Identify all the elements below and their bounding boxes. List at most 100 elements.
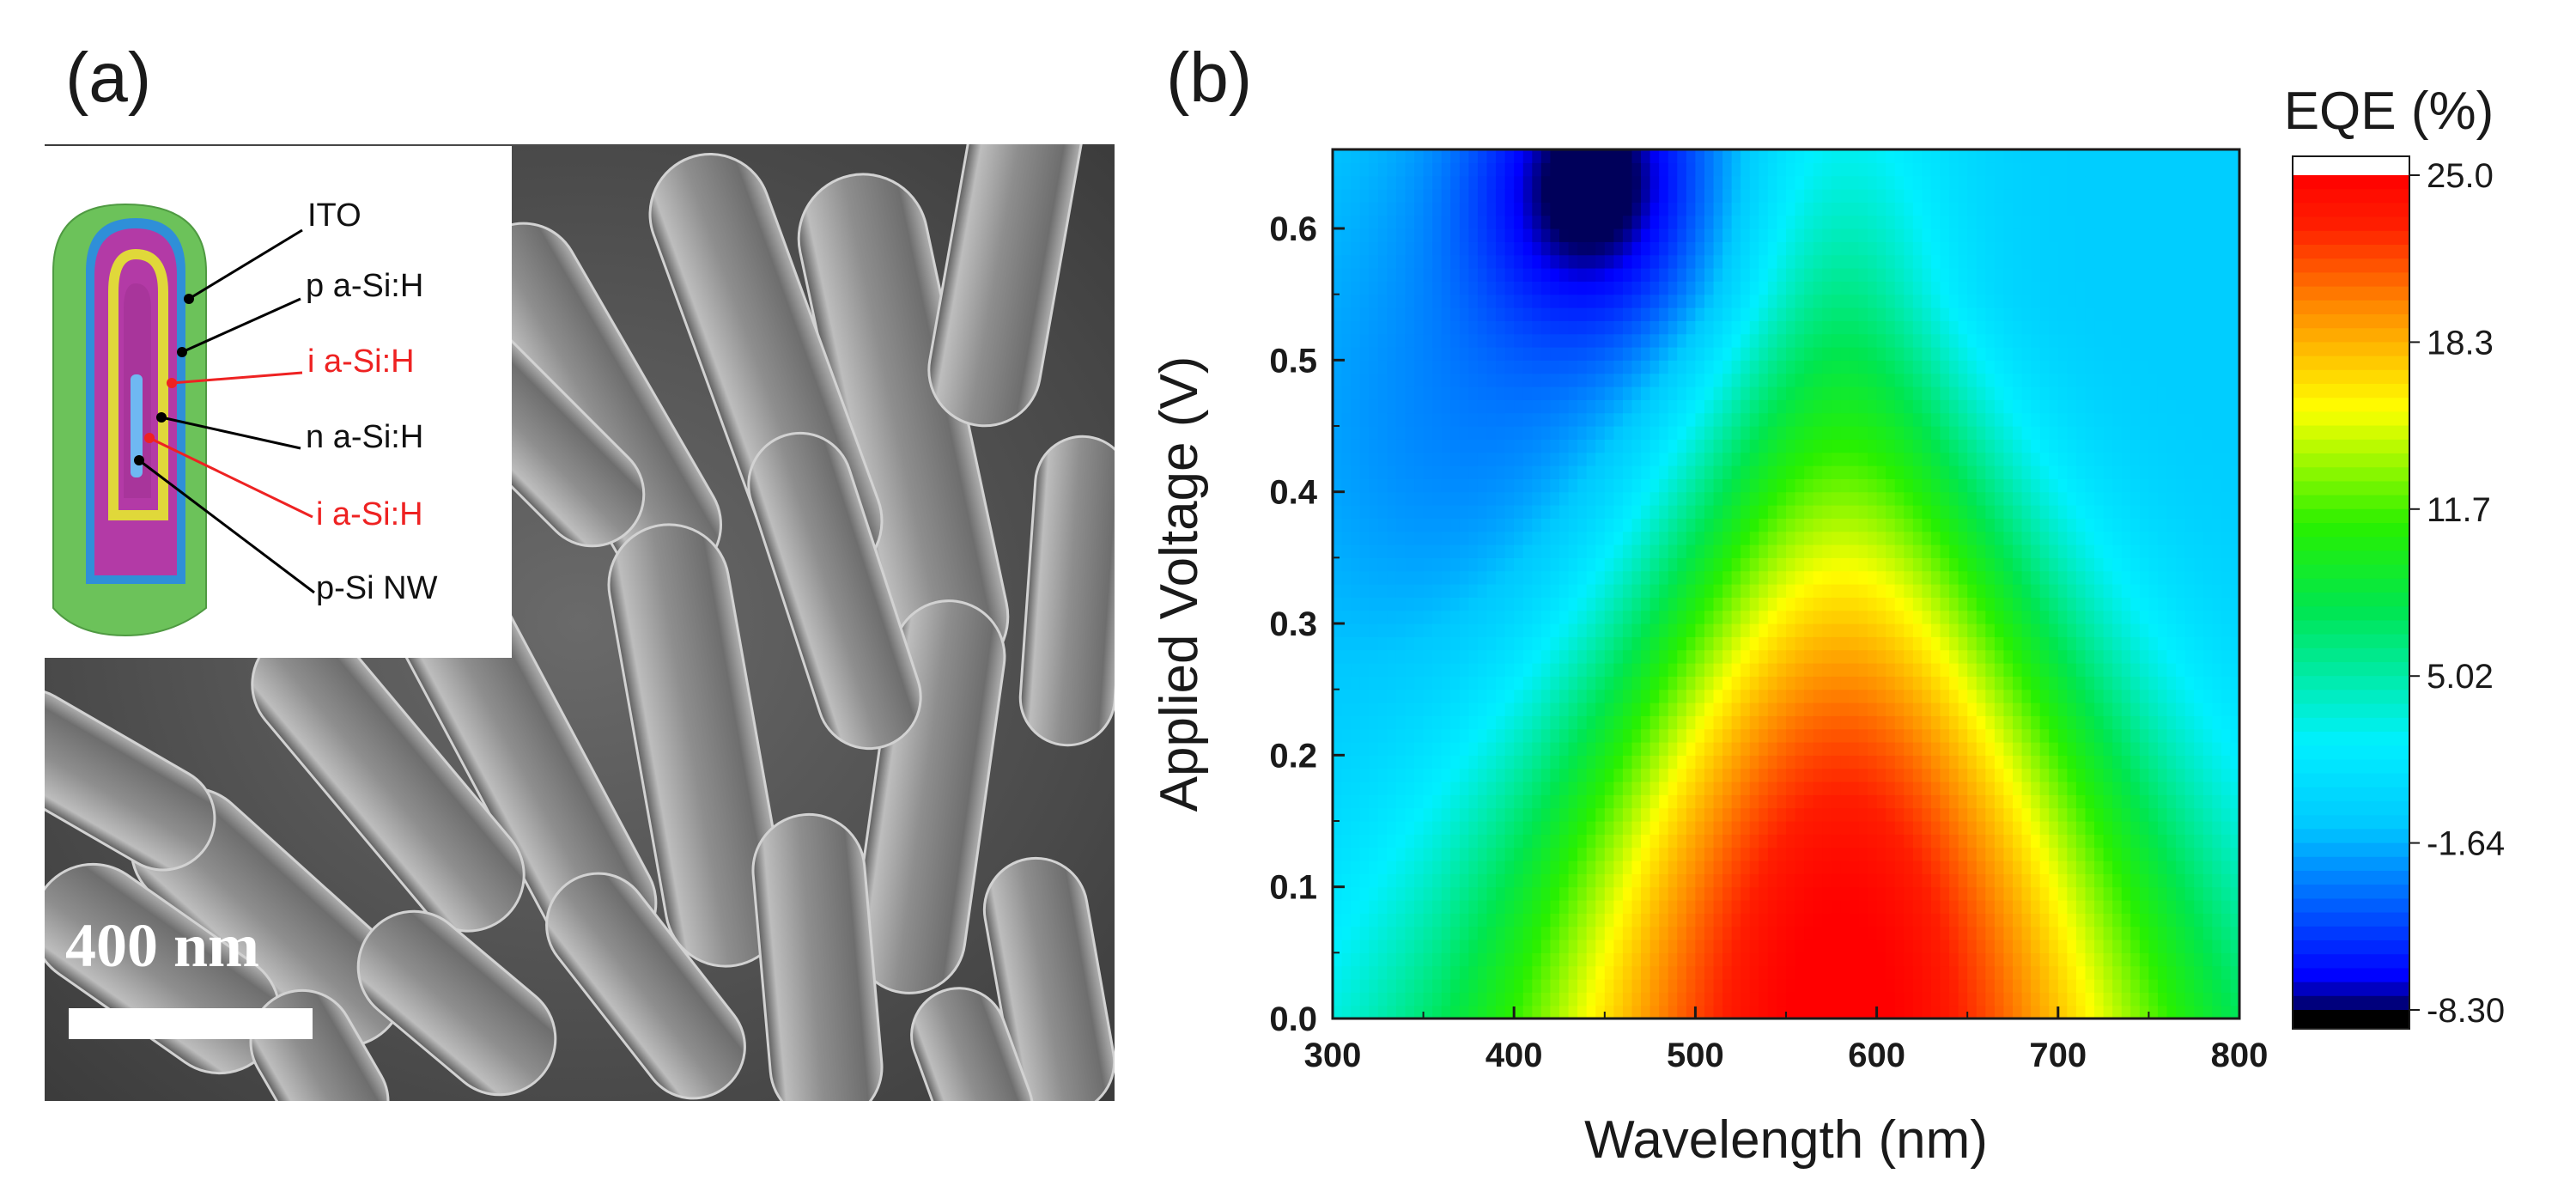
heat-cell xyxy=(1722,268,1733,282)
heat-cell xyxy=(1722,333,1733,348)
heat-cell xyxy=(1786,307,1796,321)
heat-cell xyxy=(1514,715,1524,730)
heat-cell xyxy=(1468,979,1479,993)
heat-cell xyxy=(1677,347,1687,361)
heat-cell xyxy=(1722,676,1733,690)
heat-cell xyxy=(1341,386,1352,400)
heat-cell xyxy=(1333,755,1343,769)
heat-cell xyxy=(1333,254,1343,269)
heat-cell xyxy=(1967,162,1978,177)
heat-cell xyxy=(1831,781,1841,795)
heat-cell xyxy=(1795,281,1805,295)
heat-cell xyxy=(1904,992,1914,1006)
heat-cell xyxy=(1786,860,1796,874)
heat-cell xyxy=(1333,162,1343,177)
heat-cell xyxy=(1912,952,1923,967)
heat-cell xyxy=(1387,689,1397,703)
heat-cell xyxy=(1894,557,1905,572)
heat-cell xyxy=(1369,570,1379,585)
heat-cell xyxy=(1649,241,1660,256)
heat-cell xyxy=(1586,412,1596,427)
heat-cell xyxy=(1496,913,1506,927)
heat-cell xyxy=(1868,623,1878,637)
heat-cell xyxy=(1786,913,1796,927)
heat-cell xyxy=(1786,149,1796,163)
heat-cell xyxy=(1540,847,1552,861)
heat-cell xyxy=(1423,979,1433,993)
heat-cell xyxy=(1804,610,1814,624)
heat-cell xyxy=(1395,531,1406,545)
heat-cell xyxy=(1387,610,1397,624)
heat-cell xyxy=(1695,478,1705,493)
heat-cell xyxy=(1668,663,1678,677)
heat-cell xyxy=(1559,768,1570,782)
heat-cell xyxy=(1359,992,1370,1006)
heat-cell xyxy=(2003,189,2014,203)
heat-cell xyxy=(1949,268,1959,282)
heat-cell xyxy=(1641,557,1651,572)
heat-cell xyxy=(1631,952,1642,967)
heat-cell xyxy=(1795,228,1805,242)
heat-cell xyxy=(1849,689,1860,703)
heat-cell xyxy=(1359,505,1370,519)
heat-cell xyxy=(1958,268,1968,282)
heat-cell xyxy=(1613,399,1624,414)
heat-cell xyxy=(1813,926,1823,940)
heat-cell xyxy=(1786,992,1796,1006)
heat-cell xyxy=(1904,636,1914,651)
heat-cell xyxy=(1922,531,1932,545)
heat-cell xyxy=(1514,281,1524,295)
heat-cell xyxy=(1577,768,1588,782)
heat-cell xyxy=(1868,584,1878,598)
heat-cell xyxy=(1777,900,1787,914)
heat-cell xyxy=(1777,491,1787,506)
heat-cell xyxy=(1359,1005,1370,1019)
heat-cell xyxy=(1849,636,1860,651)
heat-cell xyxy=(1777,347,1787,361)
heat-cell xyxy=(1668,531,1678,545)
heat-cell xyxy=(1767,873,1778,888)
heat-cell xyxy=(1423,939,1433,953)
heat-cell xyxy=(1659,715,1669,730)
heat-cell xyxy=(1441,478,1451,493)
heat-cell xyxy=(1586,965,1596,980)
heat-cell xyxy=(1759,742,1769,756)
heat-cell xyxy=(1387,254,1397,269)
heat-cell xyxy=(1749,873,1759,888)
heat-cell xyxy=(1849,360,1860,374)
heat-cell xyxy=(1731,307,1741,321)
heat-cell xyxy=(1795,373,1805,387)
heat-cell xyxy=(1741,281,1751,295)
heat-cell xyxy=(1731,320,1741,335)
heat-cell xyxy=(1522,702,1533,716)
heat-cell xyxy=(1604,755,1614,769)
heat-cell xyxy=(1886,926,1896,940)
heat-cell xyxy=(1713,715,1723,730)
sem-image xyxy=(45,144,1115,1101)
heat-cell xyxy=(1886,992,1896,1006)
heat-cell xyxy=(1976,821,1986,835)
heat-cell xyxy=(1532,886,1542,901)
heat-cell xyxy=(1359,676,1370,690)
heat-cell xyxy=(1414,228,1425,242)
heat-cell xyxy=(1759,663,1769,677)
heat-cell xyxy=(1595,202,1606,216)
heat-cell xyxy=(1387,979,1397,993)
heat-cell xyxy=(1677,597,1687,611)
heat-cell xyxy=(1559,702,1570,716)
heat-cell xyxy=(1387,570,1397,585)
heat-cell xyxy=(1468,570,1479,585)
heat-cell xyxy=(1550,557,1560,572)
heat-cell xyxy=(1731,373,1741,387)
heat-cell xyxy=(1359,162,1370,177)
heat-cell xyxy=(1930,228,1941,242)
heat-cell xyxy=(1532,557,1542,572)
heat-cell xyxy=(1559,952,1570,967)
heat-cell xyxy=(2003,215,2014,229)
heat-cell xyxy=(1822,979,1832,993)
heat-cell xyxy=(1496,979,1506,993)
heat-cell xyxy=(1994,584,2005,598)
heat-cell xyxy=(1550,491,1560,506)
heat-cell xyxy=(1414,807,1425,822)
heat-cell xyxy=(1359,939,1370,953)
